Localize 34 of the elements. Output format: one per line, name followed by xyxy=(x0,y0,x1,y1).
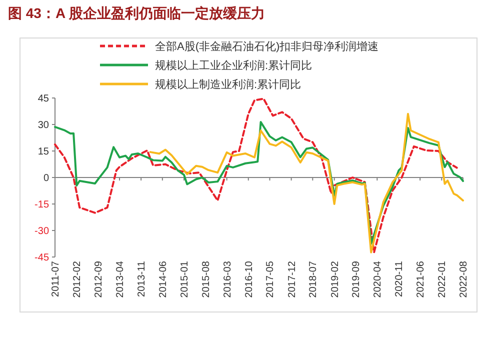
x-tick-label: 2017-12 xyxy=(286,260,298,298)
x-tick-label: 2017-05 xyxy=(265,260,276,298)
y-tick-label: -30 xyxy=(34,226,50,237)
x-tick-label: 2015-08 xyxy=(200,260,212,298)
y-tick-label: 0 xyxy=(43,173,50,184)
x-tick-label: 2012-09 xyxy=(94,260,105,298)
x-tick-label: 2019-02 xyxy=(330,260,341,298)
x-tick-label: 2021-06 xyxy=(416,260,427,298)
y-tick-label: 30 xyxy=(38,120,50,131)
chart-title: 图 43：A 股企业盈利仍面临一定放缓压力 xyxy=(8,5,265,21)
x-tick-label: 2014-06 xyxy=(158,260,169,298)
x-tick-label: 2011-07 xyxy=(50,260,62,297)
line-series xyxy=(149,112,464,254)
legend-label: 规模以上制造业利润:累计同比 xyxy=(155,78,302,91)
x-tick-label: 2016-10 xyxy=(244,260,255,298)
line-series xyxy=(54,121,464,245)
x-tick-label: 2020-04 xyxy=(372,260,384,298)
x-tick-label: 2020-11 xyxy=(394,260,406,297)
x-tick-label: 2019-09 xyxy=(351,260,362,298)
legend-label: 全部A股(非金融石油石化)扣非归母净利润增速 xyxy=(155,40,379,53)
x-tick-label: 2015-01 xyxy=(179,260,190,298)
legend-label: 规模以上工业企业利润:累计同比 xyxy=(155,58,312,72)
y-tick-label: 15 xyxy=(38,146,50,158)
x-tick-label: 2022-08 xyxy=(458,260,470,298)
x-tick-label: 2013-11 xyxy=(136,260,148,297)
x-tick-label: 2022-01 xyxy=(437,260,448,298)
y-tick-label: 45 xyxy=(38,94,50,104)
x-tick-label: 2016-03 xyxy=(222,260,234,298)
y-tick-label: -45 xyxy=(34,252,50,264)
x-tick-label: 2013-04 xyxy=(114,260,126,298)
y-tick-label: -15 xyxy=(34,200,50,210)
line-series xyxy=(54,98,458,254)
x-tick-label: 2018-07 xyxy=(308,260,320,298)
x-tick-label: 2012-02 xyxy=(72,260,84,298)
